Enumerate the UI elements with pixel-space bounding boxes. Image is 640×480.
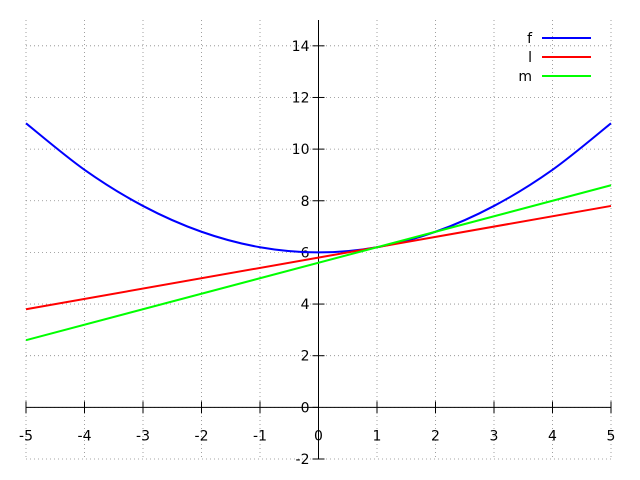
y-tick-label: 4	[301, 297, 310, 313]
y-tick-label: 6	[301, 245, 310, 261]
x-tick-label: -1	[253, 428, 267, 444]
x-tick-label: 2	[431, 428, 440, 444]
x-tick-label: 0	[314, 428, 323, 444]
legend-label-m: m	[518, 69, 532, 85]
series-m-line	[25, 184, 612, 342]
series-f-line	[25, 122, 612, 254]
y-tick-label: 8	[301, 194, 310, 210]
legend-label-f: f	[527, 31, 533, 47]
y-tick-label: 2	[301, 349, 310, 365]
x-tick-label: -5	[19, 428, 33, 444]
x-tick-label: 4	[548, 428, 557, 444]
x-tick-label: 5	[607, 428, 616, 444]
y-tick-label: 12	[292, 90, 310, 106]
x-tick-label: 1	[373, 428, 382, 444]
y-tick-label: 14	[292, 39, 310, 55]
x-tick-label: 3	[490, 428, 499, 444]
y-tick-label: -2	[296, 452, 310, 468]
legend-label-l: l	[528, 50, 532, 66]
series-l-line	[25, 204, 612, 311]
y-tick-label: 0	[301, 400, 310, 416]
legend: flm	[518, 31, 591, 85]
plot-area	[25, 122, 612, 342]
y-tick-label: 10	[292, 142, 310, 158]
x-tick-label: -3	[136, 428, 150, 444]
x-tick-label: -2	[195, 428, 209, 444]
x-tick-label: -4	[78, 428, 92, 444]
